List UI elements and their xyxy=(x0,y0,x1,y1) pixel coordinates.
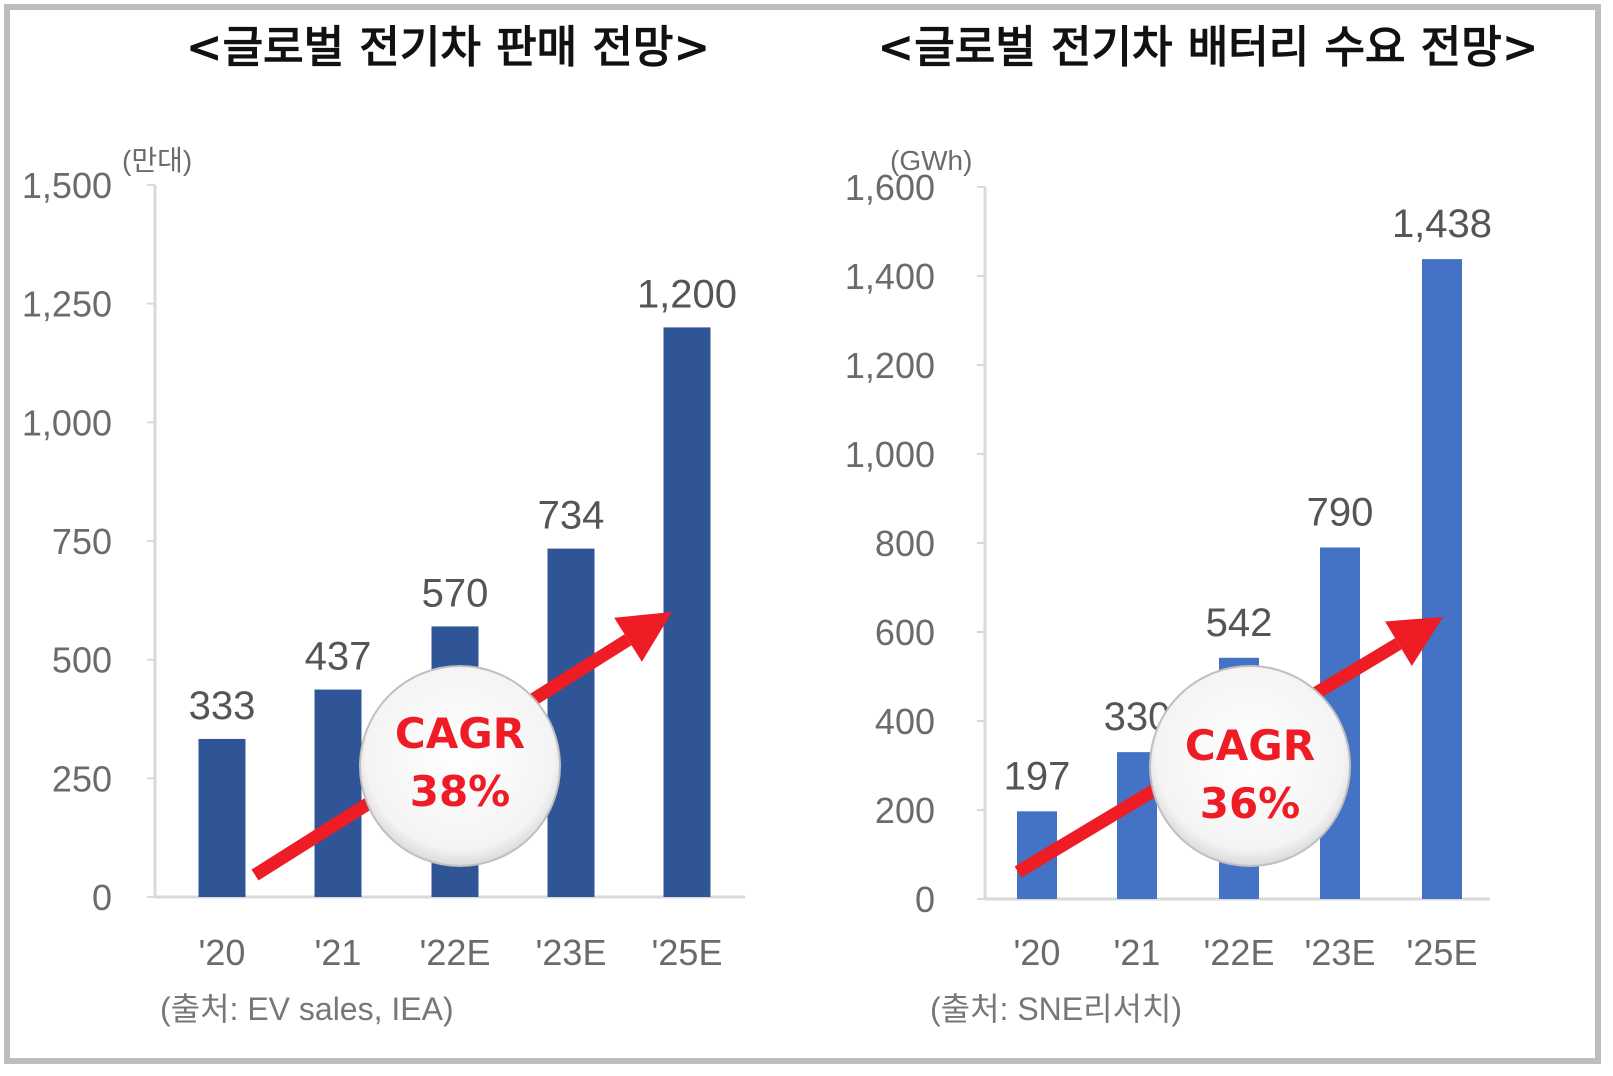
y-tick-label: 200 xyxy=(875,790,935,831)
y-tick-label: 250 xyxy=(52,758,112,799)
x-tick-label-1: '21 xyxy=(1114,932,1161,973)
y-tick-label: 1,000 xyxy=(845,434,935,475)
x-tick-label-2: '22E xyxy=(420,932,491,973)
y-tick-label: 750 xyxy=(52,521,112,562)
y-tick-label: 1,500 xyxy=(22,165,112,206)
cagr-arrow-head xyxy=(1385,617,1443,667)
data-label-2: 542 xyxy=(1206,601,1273,645)
x-tick-label-0: '20 xyxy=(1014,932,1061,973)
cagr-label: CAGR xyxy=(1185,721,1315,770)
bar-1 xyxy=(314,689,362,897)
cagr-badge xyxy=(359,665,561,867)
y-tick-label: 1,250 xyxy=(22,284,112,325)
y-tick-label: 800 xyxy=(875,523,935,564)
data-label-0: 333 xyxy=(189,684,256,728)
data-label-0: 197 xyxy=(1004,754,1071,798)
bar-3 xyxy=(547,548,595,897)
data-label-2: 570 xyxy=(422,571,489,615)
y-tick-label: 400 xyxy=(875,701,935,742)
axis-unit-label: (만대) xyxy=(122,145,192,176)
x-tick-label-2: '22E xyxy=(1204,932,1275,973)
chart-title: <글로벌 전기차 판매 전망> xyxy=(186,22,711,73)
cagr-value: 38% xyxy=(410,767,511,816)
axis-unit-label: (GWh) xyxy=(890,145,972,176)
bar-0 xyxy=(198,738,246,897)
y-tick-label: 0 xyxy=(915,879,935,920)
cagr-badge xyxy=(1149,665,1351,867)
chart-title: <글로벌 전기차 배터리 수요 전망> xyxy=(877,22,1538,73)
data-label-4: 1,438 xyxy=(1392,202,1492,246)
data-label-4: 1,200 xyxy=(637,272,737,316)
data-label-1: 437 xyxy=(305,635,372,679)
x-tick-label-4: '25E xyxy=(652,932,723,973)
y-tick-label: 600 xyxy=(875,612,935,653)
y-tick-label: 1,000 xyxy=(22,402,112,443)
cagr-label: CAGR xyxy=(395,709,525,758)
x-tick-label-3: '23E xyxy=(536,932,607,973)
source-note: (출처: EV sales, IEA) xyxy=(160,991,454,1027)
x-tick-label-3: '23E xyxy=(1305,932,1376,973)
y-tick-label: 0 xyxy=(92,877,112,918)
y-tick-label: 1,600 xyxy=(845,167,935,208)
y-tick-label: 1,200 xyxy=(845,345,935,386)
data-label-3: 734 xyxy=(538,494,605,538)
cagr-value: 36% xyxy=(1200,779,1301,828)
bar-4 xyxy=(1422,259,1462,900)
cagr-arrow-head xyxy=(614,612,672,662)
data-label-3: 790 xyxy=(1307,490,1374,534)
y-tick-label: 1,400 xyxy=(845,256,935,297)
x-tick-label-1: '21 xyxy=(315,932,362,973)
y-tick-label: 500 xyxy=(52,640,112,681)
source-note: (출처: SNE리서치) xyxy=(930,991,1182,1027)
x-tick-label-4: '25E xyxy=(1407,932,1478,973)
x-tick-label-0: '20 xyxy=(199,932,246,973)
